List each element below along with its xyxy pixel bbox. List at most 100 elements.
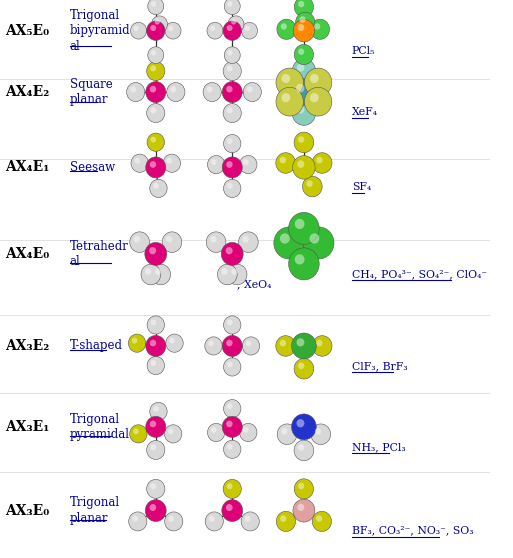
Circle shape xyxy=(289,248,319,280)
Circle shape xyxy=(151,16,167,32)
Circle shape xyxy=(163,154,181,172)
Circle shape xyxy=(153,183,159,189)
Circle shape xyxy=(245,516,250,522)
Circle shape xyxy=(224,440,241,458)
Circle shape xyxy=(243,159,249,165)
Circle shape xyxy=(293,20,314,42)
Text: ClF₃, BrF₃: ClF₃, BrF₃ xyxy=(352,361,407,371)
Circle shape xyxy=(218,264,237,285)
Text: AX₃E₁: AX₃E₁ xyxy=(5,420,49,434)
Circle shape xyxy=(169,338,175,344)
Circle shape xyxy=(222,499,243,522)
Text: CH₄, PO₄³⁻, SO₄²⁻, ClO₄⁻: CH₄, PO₄³⁻, SO₄²⁻, ClO₄⁻ xyxy=(352,269,487,279)
Circle shape xyxy=(224,179,241,198)
Circle shape xyxy=(147,21,165,40)
Circle shape xyxy=(297,64,304,71)
Circle shape xyxy=(294,45,313,65)
Circle shape xyxy=(134,236,140,243)
Text: Square
planar: Square planar xyxy=(70,78,112,107)
Circle shape xyxy=(276,336,295,356)
Circle shape xyxy=(245,26,250,31)
Circle shape xyxy=(276,153,295,174)
Circle shape xyxy=(223,479,241,498)
Circle shape xyxy=(226,86,232,93)
Circle shape xyxy=(312,511,331,532)
Circle shape xyxy=(150,402,167,421)
Circle shape xyxy=(167,158,172,163)
Circle shape xyxy=(210,26,215,31)
Circle shape xyxy=(151,50,156,55)
Circle shape xyxy=(291,414,316,440)
Circle shape xyxy=(243,83,262,102)
Circle shape xyxy=(227,320,232,325)
Circle shape xyxy=(294,132,314,153)
Circle shape xyxy=(130,86,136,93)
Circle shape xyxy=(298,504,304,511)
Text: SF₄: SF₄ xyxy=(352,182,371,193)
Circle shape xyxy=(281,23,287,30)
Circle shape xyxy=(167,83,185,102)
Circle shape xyxy=(150,340,156,347)
Circle shape xyxy=(130,232,149,252)
Circle shape xyxy=(289,213,319,244)
Text: Trigonal
bipyramid
al: Trigonal bipyramid al xyxy=(70,9,130,52)
Circle shape xyxy=(147,104,165,123)
Text: Trigonal
planar: Trigonal planar xyxy=(70,496,120,525)
Circle shape xyxy=(246,340,251,347)
Circle shape xyxy=(296,84,304,93)
Circle shape xyxy=(166,334,183,352)
Circle shape xyxy=(239,232,258,252)
Circle shape xyxy=(146,416,166,437)
Circle shape xyxy=(227,50,232,55)
Circle shape xyxy=(226,504,232,511)
Circle shape xyxy=(304,88,332,116)
Circle shape xyxy=(211,427,216,433)
Circle shape xyxy=(150,320,156,325)
Circle shape xyxy=(304,68,332,97)
Circle shape xyxy=(227,107,232,113)
Text: AX₃E₀: AX₃E₀ xyxy=(5,503,49,518)
Circle shape xyxy=(241,512,259,531)
Circle shape xyxy=(310,19,329,40)
Circle shape xyxy=(227,264,247,285)
Circle shape xyxy=(209,516,214,522)
Circle shape xyxy=(242,22,258,39)
Circle shape xyxy=(300,16,306,23)
Circle shape xyxy=(130,22,147,39)
Circle shape xyxy=(131,154,148,172)
Circle shape xyxy=(293,499,315,522)
Circle shape xyxy=(314,23,320,30)
Text: XeF₄: XeF₄ xyxy=(352,107,378,117)
Circle shape xyxy=(276,88,303,116)
Text: AX₄E₂: AX₄E₂ xyxy=(5,85,49,99)
Circle shape xyxy=(132,338,137,344)
Circle shape xyxy=(292,59,315,83)
Circle shape xyxy=(134,158,140,163)
Circle shape xyxy=(127,83,145,102)
Circle shape xyxy=(147,357,165,374)
Circle shape xyxy=(224,134,241,153)
Circle shape xyxy=(147,316,165,334)
Circle shape xyxy=(290,239,318,268)
Circle shape xyxy=(226,247,233,254)
Circle shape xyxy=(226,340,232,347)
Text: Tetrahedr
al: Tetrahedr al xyxy=(70,239,129,268)
Circle shape xyxy=(145,242,167,266)
Circle shape xyxy=(165,512,183,531)
Circle shape xyxy=(294,479,313,499)
Circle shape xyxy=(276,68,303,97)
Circle shape xyxy=(205,512,223,531)
Circle shape xyxy=(150,25,156,31)
Text: AX₄E₀: AX₄E₀ xyxy=(5,247,49,261)
Circle shape xyxy=(298,444,304,451)
Circle shape xyxy=(309,233,319,244)
Circle shape xyxy=(294,219,305,229)
Circle shape xyxy=(297,419,304,427)
Circle shape xyxy=(205,337,222,355)
Circle shape xyxy=(150,360,156,366)
Circle shape xyxy=(168,429,173,434)
Circle shape xyxy=(128,334,146,352)
Circle shape xyxy=(294,440,314,461)
Circle shape xyxy=(303,227,334,259)
Circle shape xyxy=(316,157,323,163)
